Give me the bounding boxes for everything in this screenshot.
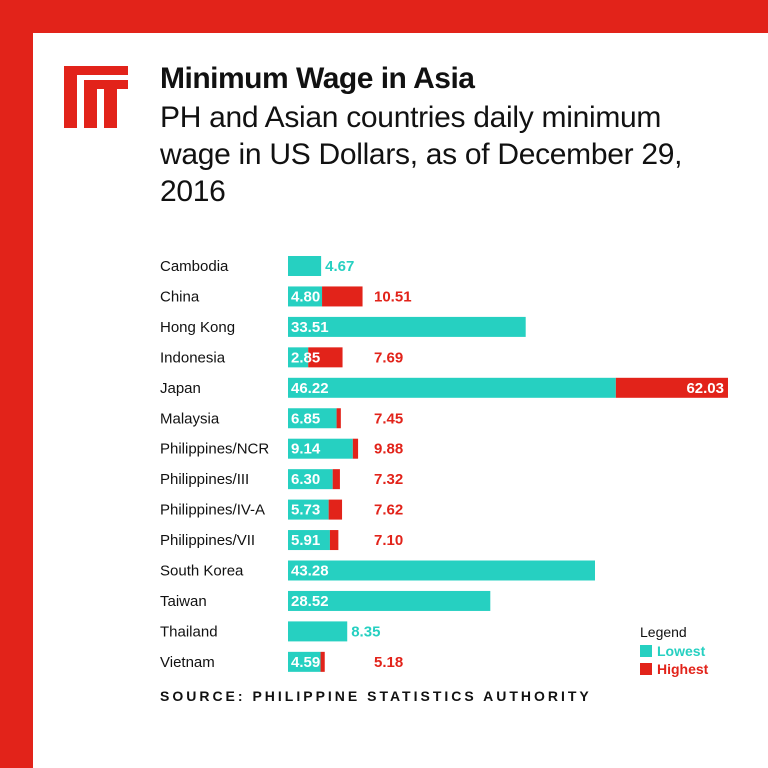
legend-title: Legend — [640, 624, 687, 640]
value-label-lowest: 6.85 — [291, 410, 320, 427]
category-label: Cambodia — [160, 258, 229, 275]
legend-label-lowest: Lowest — [657, 643, 706, 659]
category-label: Japan — [160, 380, 201, 397]
category-label: Indonesia — [160, 349, 226, 366]
value-label-highest: 62.03 — [686, 380, 724, 397]
value-label-lowest: 4.67 — [325, 258, 354, 275]
bar-lowest — [288, 316, 526, 337]
bar-lowest — [288, 499, 329, 520]
bar-highest — [352, 438, 359, 459]
bar-highest — [615, 377, 728, 398]
value-label-lowest: 5.91 — [291, 532, 320, 549]
bar-lowest — [288, 286, 323, 307]
bar-lowest — [288, 438, 353, 459]
bar-lowest — [288, 590, 491, 611]
category-label: Malaysia — [160, 410, 220, 427]
bar-highest — [320, 651, 325, 672]
category-label: Taiwan — [160, 593, 207, 610]
legend-item-highest: Highest — [640, 661, 708, 677]
bar-lowest — [288, 651, 321, 672]
value-label-lowest: 6.30 — [291, 471, 320, 488]
bar-highest — [329, 530, 339, 551]
bar-lowest — [288, 256, 322, 276]
value-label-lowest: 33.51 — [291, 319, 329, 336]
category-label: Philippines/IV-A — [160, 502, 265, 519]
value-label-highest: 7.32 — [374, 471, 403, 488]
value-label-highest: 7.69 — [374, 349, 403, 366]
bar-lowest — [288, 621, 348, 642]
bar-lowest — [288, 560, 595, 581]
legend-swatch-highest — [640, 663, 652, 675]
bar-highest — [308, 347, 343, 368]
bar-lowest — [288, 408, 337, 429]
category-label: Philippines/III — [160, 471, 249, 488]
category-label: Thailand — [160, 623, 218, 640]
bar-lowest — [288, 530, 330, 551]
bar-lowest — [288, 469, 333, 490]
value-label-lowest: 9.14 — [291, 441, 321, 458]
value-label-highest: 7.62 — [374, 502, 403, 519]
value-label-highest: 7.10 — [374, 532, 403, 549]
value-label-lowest: 8.35 — [351, 623, 380, 640]
legend-swatch-lowest — [640, 645, 652, 657]
bar-highest — [322, 286, 363, 307]
value-label-highest: 7.45 — [374, 410, 403, 427]
bar-highest — [328, 499, 343, 520]
bar-highest — [336, 408, 341, 429]
chart-subtitle: PH and Asian countries daily minimum wag… — [160, 101, 683, 208]
bar-lowest — [288, 377, 616, 398]
category-label: China — [160, 288, 200, 305]
value-label-lowest: 5.73 — [291, 502, 320, 519]
category-label: Hong Kong — [160, 319, 235, 336]
category-label: Vietnam — [160, 654, 215, 671]
value-label-lowest: 46.22 — [291, 380, 329, 397]
value-label-lowest: 4.80 — [291, 288, 320, 305]
value-label-lowest: 2.85 — [291, 349, 320, 366]
value-label-highest: 9.88 — [374, 441, 403, 458]
source-note: SOURCE: PHILIPPINE STATISTICS AUTHORITY — [160, 688, 592, 704]
legend: Legend Lowest Highest — [640, 624, 708, 679]
chart-title: Minimum Wage in Asia — [160, 62, 475, 95]
value-label-lowest: 28.52 — [291, 593, 329, 610]
value-label-highest: 10.51 — [374, 288, 412, 305]
category-label: Philippines/VII — [160, 532, 255, 549]
legend-label-highest: Highest — [657, 661, 709, 677]
value-label-lowest: 4.59 — [291, 654, 320, 671]
value-label-lowest: 43.28 — [291, 563, 329, 580]
category-label: South Korea — [160, 563, 244, 580]
category-label: Philippines/NCR — [160, 441, 269, 458]
legend-item-lowest: Lowest — [640, 643, 708, 659]
ft-logo-icon — [64, 66, 128, 128]
value-label-highest: 5.18 — [374, 654, 403, 671]
bar-highest — [332, 469, 340, 490]
bar-lowest — [288, 347, 309, 368]
